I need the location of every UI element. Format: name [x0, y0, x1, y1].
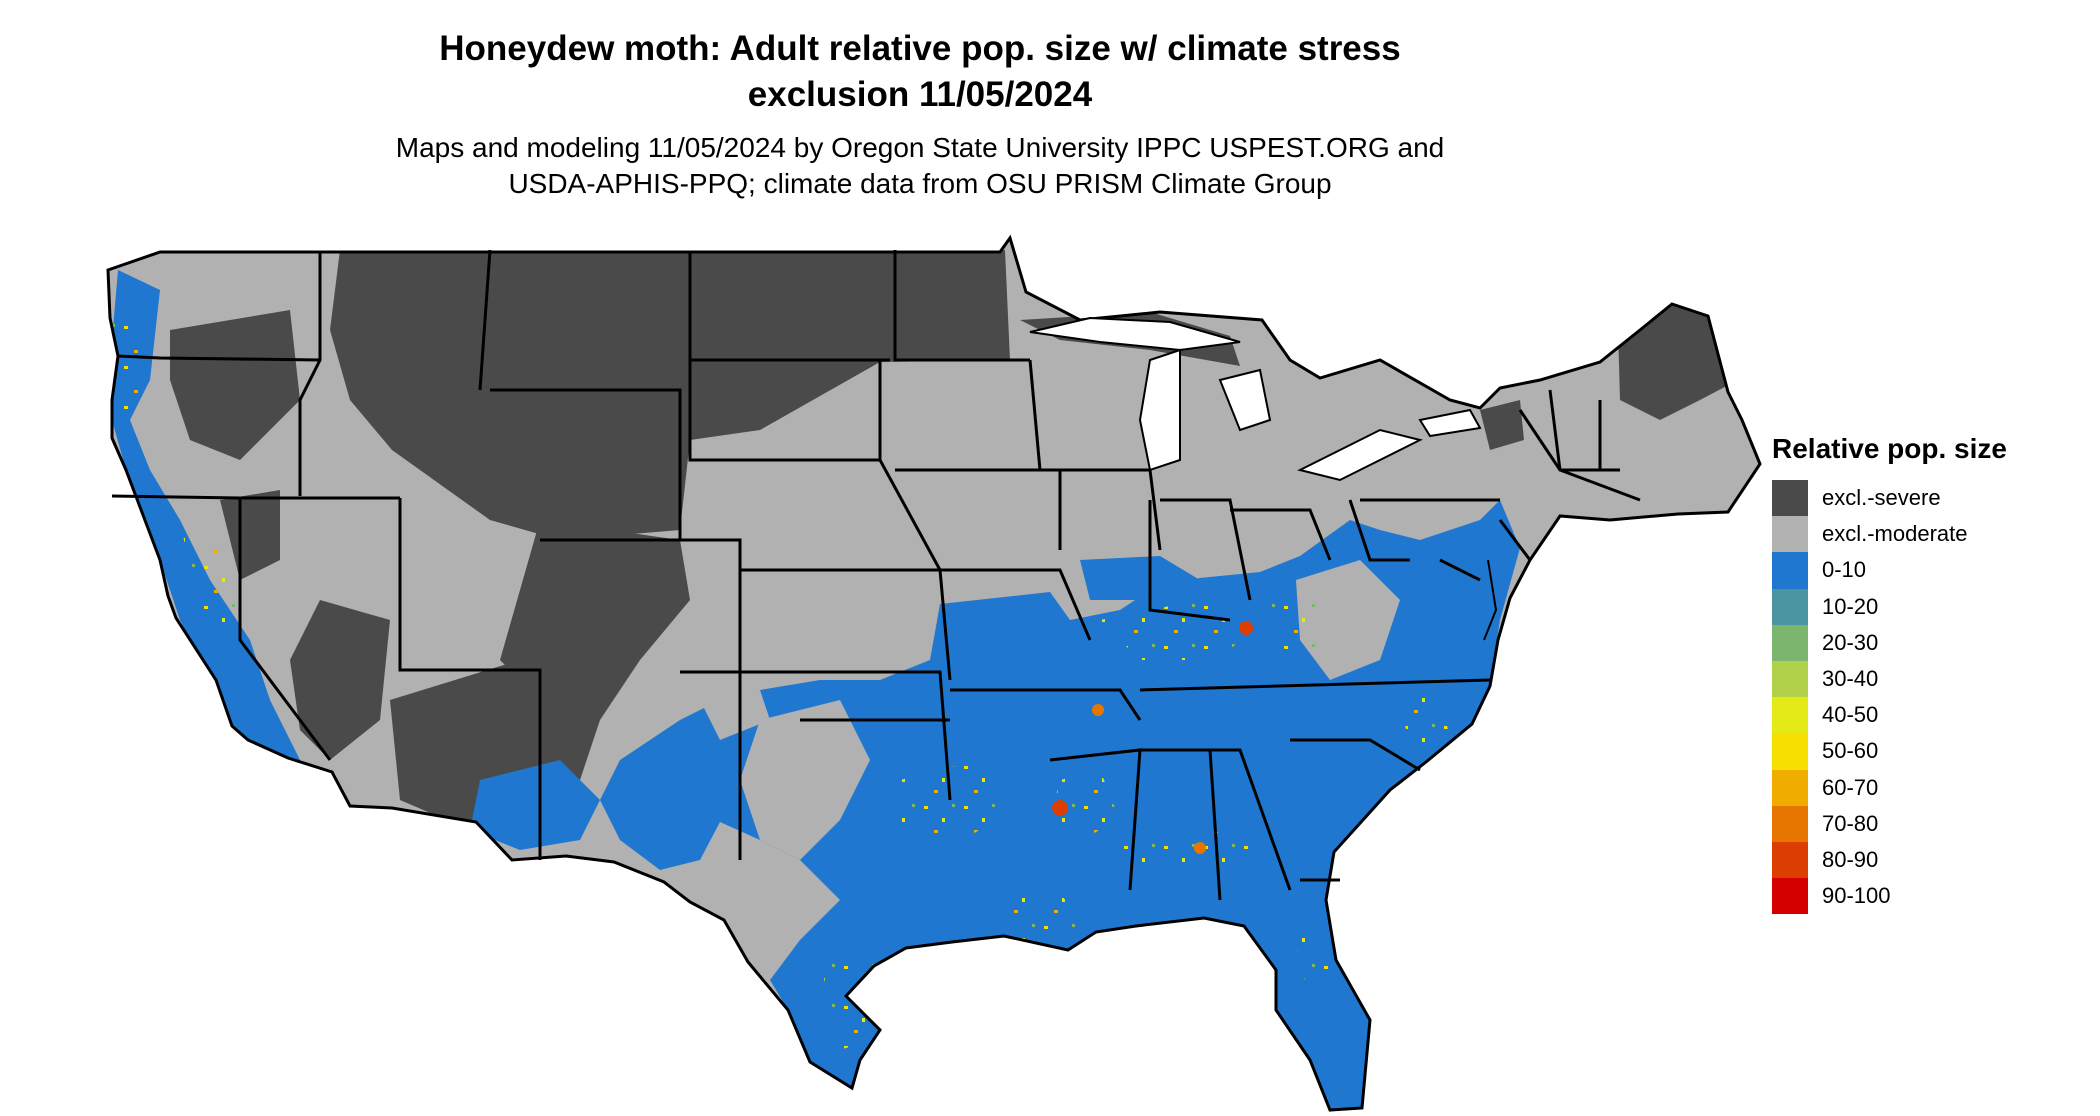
state-boundaries: [111, 249, 1641, 901]
legend-swatch: [1772, 516, 1808, 553]
legend-label: 70-80: [1822, 810, 1879, 836]
map-subtitle-line-2: USDA-APHIS-PPQ; climate data from OSU PR…: [508, 168, 1332, 199]
legend-label: 0-10: [1822, 557, 1867, 583]
legend-label: 40-50: [1822, 702, 1879, 728]
legend-label: 80-90: [1822, 846, 1879, 872]
legend-item: 40-50: [1772, 697, 2007, 734]
legend-item: 90-100: [1772, 878, 2007, 915]
legend-swatch: [1772, 624, 1808, 661]
map-subtitle-line-1: Maps and modeling 11/05/2024 by Oregon S…: [395, 132, 1445, 163]
legend-label: excl.-severe: [1822, 485, 1941, 511]
legend-label: 10-20: [1822, 593, 1879, 619]
excl-moderate-patches: [700, 560, 1400, 860]
legend-title: Relative pop. size: [1772, 433, 2007, 464]
legend-label: 30-40: [1822, 666, 1879, 692]
legend-swatch: [1772, 841, 1808, 879]
legend-swatch: [1772, 805, 1808, 842]
legend-item: 60-70: [1772, 769, 2007, 806]
chesapeake-bay: [1483, 559, 1498, 641]
pop-high-value-patches: [110, 320, 1450, 1050]
legend-label: 20-30: [1822, 629, 1879, 655]
legend-swatch: [1772, 480, 1808, 517]
legend-swatch: [1772, 769, 1808, 806]
legend-item: 10-20: [1772, 588, 2007, 625]
legend-label: 90-100: [1822, 883, 1891, 909]
map-title-line-2: exclusion 11/05/2024: [747, 75, 1093, 114]
legend-item: 80-90: [1772, 841, 2007, 879]
legend-label: 60-70: [1822, 774, 1879, 800]
legend-item: 70-80: [1772, 805, 2007, 842]
legend-swatch: [1772, 552, 1808, 589]
legend-item: 50-60: [1772, 733, 2007, 770]
legend-item: 0-10: [1772, 552, 2007, 589]
legend-swatch: [1772, 588, 1808, 625]
legend-item: 30-40: [1772, 660, 2007, 698]
legend-label: 50-60: [1822, 738, 1879, 764]
legend-item: excl.-moderate: [1772, 516, 2007, 553]
map-title-line-1: Honeydew moth: Adult relative pop. size …: [439, 29, 1401, 68]
legend-swatch: [1772, 733, 1808, 770]
legend-items: excl.-severe excl.-moderate 0-10 10-20 2…: [1772, 480, 2007, 915]
legend-item: excl.-severe: [1772, 480, 2007, 517]
legend-swatch: [1772, 878, 1808, 915]
legend-swatch: [1772, 697, 1808, 734]
legend-item: 20-30: [1772, 624, 2007, 661]
excl-severe-regions: [170, 250, 1738, 840]
legend-label: excl.-moderate: [1822, 521, 1968, 547]
great-lakes: [1029, 316, 1482, 482]
title-block: Honeydew moth: Adult relative pop. size …: [0, 0, 1840, 202]
legend-swatch: [1772, 660, 1808, 698]
legend: Relative pop. size excl.-severe excl.-mo…: [1772, 432, 2007, 915]
